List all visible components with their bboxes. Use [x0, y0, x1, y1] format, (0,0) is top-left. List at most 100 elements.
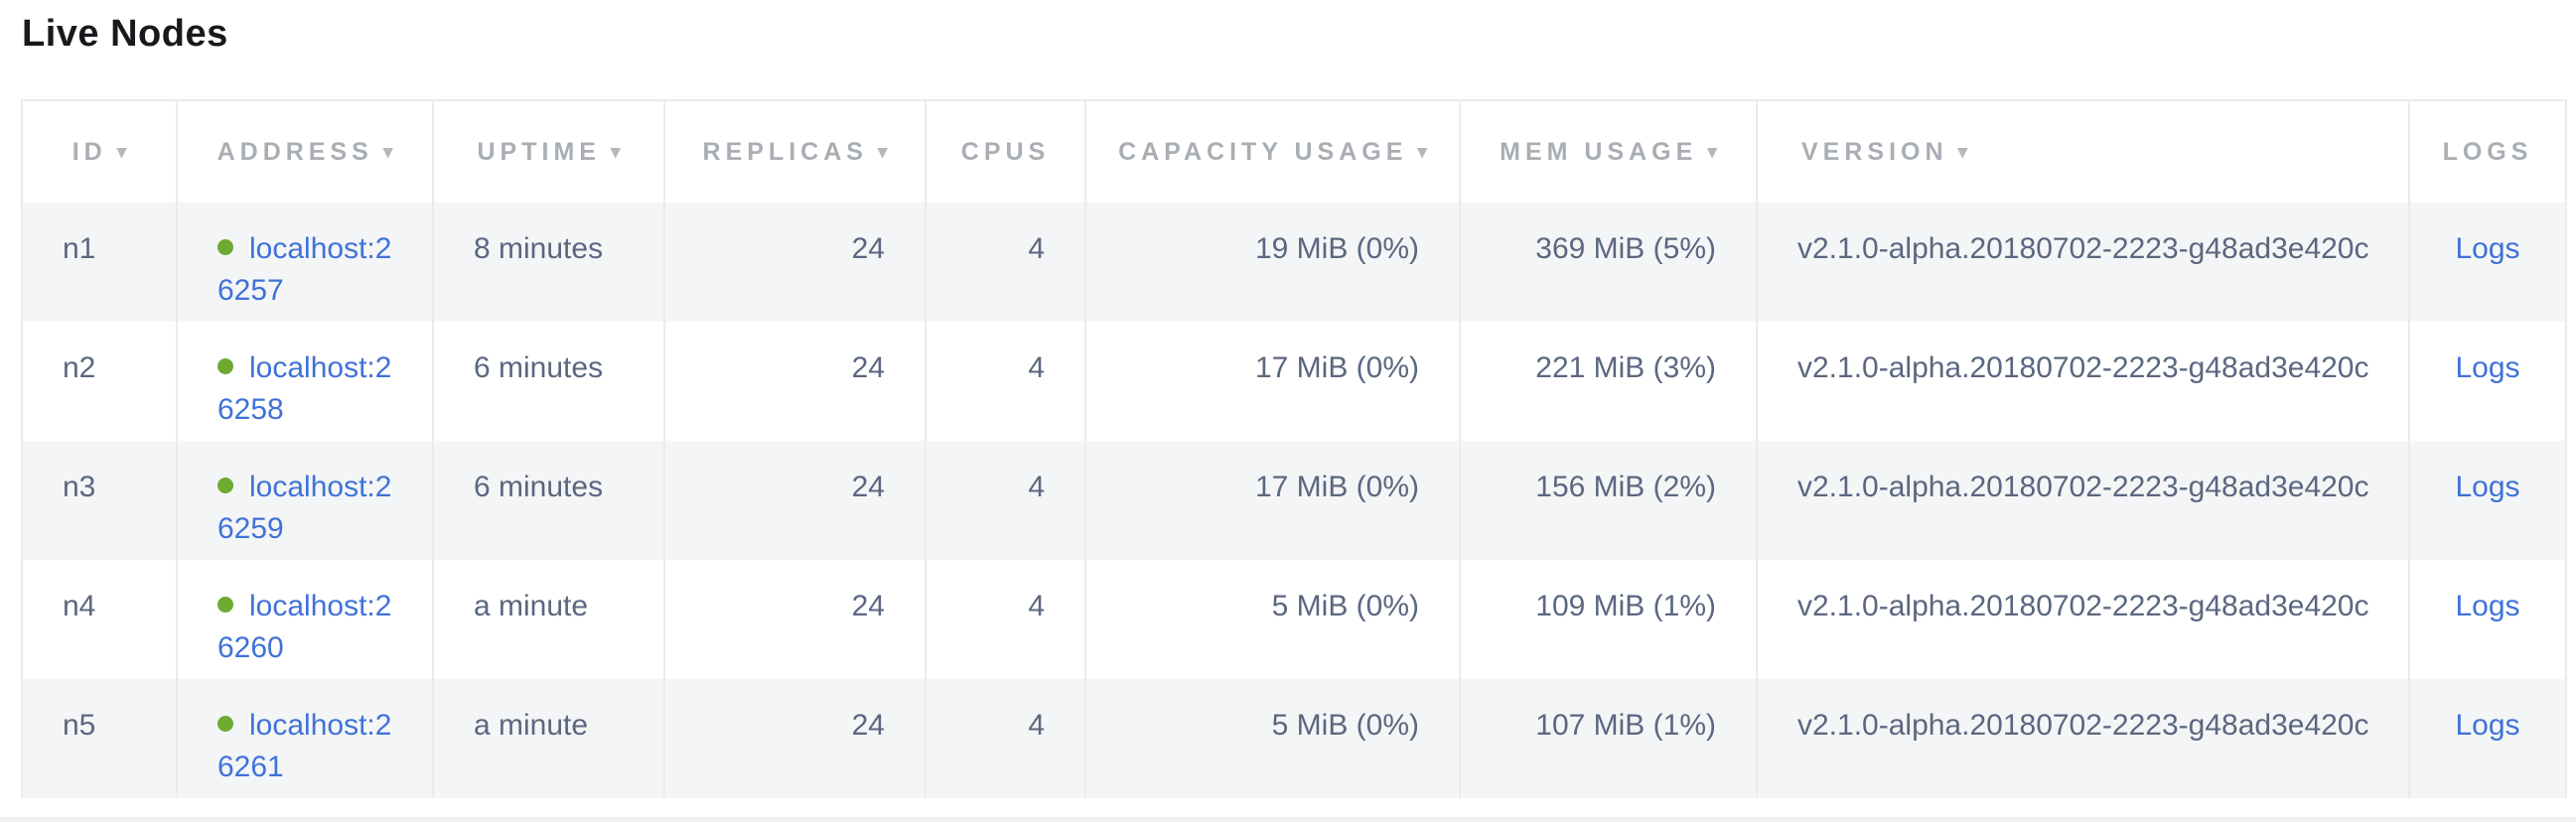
- cell-uptime: 6 minutes: [433, 322, 665, 441]
- cell-mem: 369 MiB (5%): [1460, 203, 1758, 322]
- node-logs-link[interactable]: Logs: [2455, 232, 2520, 265]
- cell-replicas: 24: [664, 322, 927, 441]
- column-header-replicas[interactable]: REPLICAS ▾: [664, 100, 927, 203]
- cell-value: v2.1.0-alpha.20180702-2223-g48ad3e420c: [1797, 709, 2369, 742]
- column-header-version[interactable]: VERSION ▾: [1757, 100, 2410, 203]
- cell-logs: Logs: [2409, 203, 2566, 322]
- column-header-mem[interactable]: MEM USAGE ▾: [1460, 100, 1758, 203]
- cell-value: 4: [1028, 709, 1045, 742]
- node-logs-link[interactable]: Logs: [2455, 590, 2520, 622]
- cell-value: 369 MiB (5%): [1535, 232, 1716, 265]
- cell-cpus: 4: [926, 203, 1086, 322]
- cell-capacity: 17 MiB (0%): [1085, 441, 1461, 560]
- cell-capacity: 17 MiB (0%): [1085, 322, 1461, 441]
- cell-address: localhost:26259: [177, 441, 434, 560]
- sort-arrow-icon: ▾: [610, 141, 621, 163]
- cell-id: n5: [22, 679, 178, 798]
- cell-replicas: 24: [664, 441, 927, 560]
- node-live-status-icon: [217, 597, 233, 613]
- cell-value: 4: [1028, 471, 1045, 503]
- column-header-label: ID: [72, 137, 107, 166]
- node-address-link[interactable]: localhost:26260: [217, 590, 392, 664]
- sort-arrow-icon: ▾: [1417, 141, 1427, 163]
- sort-arrow-icon: ▾: [1957, 141, 1968, 163]
- node-address-link[interactable]: localhost:26257: [217, 232, 392, 307]
- cell-cpus: 4: [926, 441, 1086, 560]
- cell-id: n3: [22, 441, 178, 560]
- live-nodes-table: ID ▾ ADDRESS ▾ UPTIME ▾ REPLICAS ▾ CPUS CAPACITY …: [21, 99, 2567, 798]
- cell-address: localhost:26261: [177, 679, 434, 798]
- cell-capacity: 5 MiB (0%): [1085, 679, 1461, 798]
- cell-value: v2.1.0-alpha.20180702-2223-g48ad3e420c: [1797, 590, 2369, 622]
- node-live-status-icon: [217, 239, 233, 255]
- node-row-n2: n2 localhost:26258 6 minutes 24 4 17 MiB (0%)…: [22, 322, 2566, 441]
- cell-value: n4: [63, 590, 96, 622]
- node-logs-link[interactable]: Logs: [2455, 351, 2520, 384]
- column-header-address[interactable]: ADDRESS ▾: [177, 100, 434, 203]
- cell-value: v2.1.0-alpha.20180702-2223-g48ad3e420c: [1797, 232, 2369, 265]
- cell-value: a minute: [474, 590, 589, 622]
- node-logs-link[interactable]: Logs: [2455, 471, 2520, 503]
- node-live-status-icon: [217, 358, 233, 374]
- column-header-cpus: CPUS: [926, 100, 1086, 203]
- column-header-capacity[interactable]: CAPACITY USAGE ▾: [1085, 100, 1461, 203]
- cell-value: 6 minutes: [474, 351, 604, 384]
- cell-value: 8 minutes: [474, 232, 604, 265]
- cell-cpus: 4: [926, 679, 1086, 798]
- cell-version: v2.1.0-alpha.20180702-2223-g48ad3e420c: [1757, 441, 2410, 560]
- cell-value: 24: [851, 471, 885, 503]
- node-live-status-icon: [217, 716, 233, 732]
- sort-arrow-icon: ▾: [1707, 141, 1717, 163]
- page-title: Live Nodes: [22, 13, 228, 55]
- cell-id: n4: [22, 560, 178, 679]
- column-header-label: CPUS: [960, 137, 1051, 166]
- column-header-label: UPTIME: [477, 137, 601, 166]
- node-logs-link[interactable]: Logs: [2455, 709, 2520, 742]
- cell-value: 24: [851, 709, 885, 742]
- cell-mem: 107 MiB (1%): [1460, 679, 1758, 798]
- cell-version: v2.1.0-alpha.20180702-2223-g48ad3e420c: [1757, 203, 2410, 322]
- cell-value: 156 MiB (2%): [1535, 471, 1716, 503]
- column-header-uptime[interactable]: UPTIME ▾: [433, 100, 665, 203]
- column-header-label: REPLICAS: [702, 137, 868, 166]
- cell-address: localhost:26257: [177, 203, 434, 322]
- cell-version: v2.1.0-alpha.20180702-2223-g48ad3e420c: [1757, 560, 2410, 679]
- cell-capacity: 19 MiB (0%): [1085, 203, 1461, 322]
- cell-replicas: 24: [664, 560, 927, 679]
- cell-value: 221 MiB (3%): [1535, 351, 1716, 384]
- cell-value: 4: [1028, 232, 1045, 265]
- cell-mem: 221 MiB (3%): [1460, 322, 1758, 441]
- cell-value: 4: [1028, 351, 1045, 384]
- sort-arrow-icon: ▾: [877, 141, 888, 163]
- cell-id: n2: [22, 322, 178, 441]
- cell-value: a minute: [474, 709, 589, 742]
- column-header-label: CAPACITY USAGE: [1118, 137, 1408, 166]
- cell-value: 109 MiB (1%): [1535, 590, 1716, 622]
- cell-capacity: 5 MiB (0%): [1085, 560, 1461, 679]
- cell-address: localhost:26258: [177, 322, 434, 441]
- column-header-id[interactable]: ID ▾: [22, 100, 178, 203]
- cell-mem: 156 MiB (2%): [1460, 441, 1758, 560]
- node-row-n4: n4 localhost:26260 a minute 24 4 5 MiB (0%) 10…: [22, 560, 2566, 679]
- column-header-label: VERSION: [1801, 137, 1948, 166]
- sort-arrow-icon: ▾: [382, 141, 393, 163]
- cell-address: localhost:26260: [177, 560, 434, 679]
- cell-value: n1: [63, 232, 96, 265]
- cell-version: v2.1.0-alpha.20180702-2223-g48ad3e420c: [1757, 679, 2410, 798]
- cell-value: v2.1.0-alpha.20180702-2223-g48ad3e420c: [1797, 351, 2369, 384]
- cell-logs: Logs: [2409, 560, 2566, 679]
- cell-cpus: 4: [926, 560, 1086, 679]
- cell-value: 5 MiB (0%): [1271, 709, 1419, 742]
- cell-uptime: 8 minutes: [433, 203, 665, 322]
- cell-uptime: a minute: [433, 560, 665, 679]
- cell-value: v2.1.0-alpha.20180702-2223-g48ad3e420c: [1797, 471, 2369, 503]
- cell-value: 24: [851, 590, 885, 622]
- cell-value: 107 MiB (1%): [1535, 709, 1716, 742]
- cell-logs: Logs: [2409, 322, 2566, 441]
- node-address-link[interactable]: localhost:26259: [217, 471, 392, 545]
- node-address-link[interactable]: localhost:26258: [217, 351, 392, 426]
- node-row-n3: n3 localhost:26259 6 minutes 24 4 17 MiB (0%)…: [22, 441, 2566, 560]
- node-address-link[interactable]: localhost:26261: [217, 709, 392, 783]
- column-header-label: LOGS: [2442, 137, 2533, 166]
- cell-value: 17 MiB (0%): [1254, 471, 1419, 503]
